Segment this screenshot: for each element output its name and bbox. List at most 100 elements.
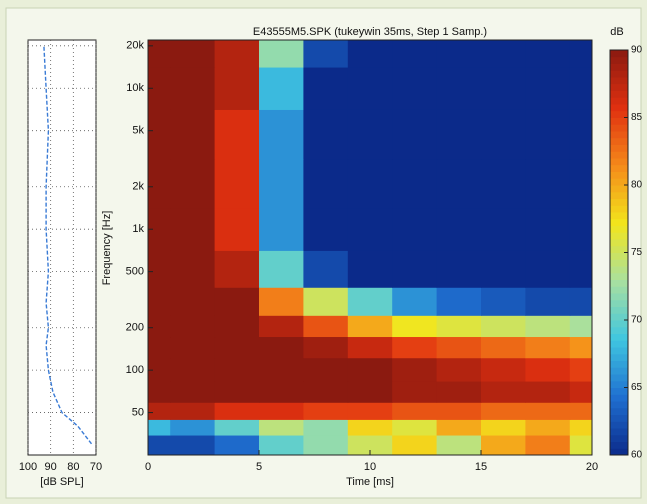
heatmap-cell [347,315,393,338]
heatmap-cell [259,109,304,160]
heatmap-cell [436,435,482,456]
heatmap-cell [569,357,593,382]
colorbar-segment [610,448,628,456]
heatmap-cell [525,67,571,110]
heatmap-cell [170,435,216,456]
heatmap-cell [214,435,260,456]
heatmap-cell [569,109,593,160]
y-tick-label: 20k [126,40,144,52]
heatmap-cell [525,402,571,420]
colorbar-segment [610,333,628,341]
heatmap-cell [170,250,216,288]
colorbar-segment [610,394,628,402]
heatmap-cell [436,287,482,316]
heatmap-cell [347,381,393,403]
heatmap-cell [303,357,349,382]
y-tick-label: 500 [126,266,144,278]
colorbar-segment [610,56,628,64]
y-tick-label: 5k [132,125,144,137]
heatmap-cell [569,287,593,316]
heatmap-cell [303,207,349,251]
colorbar-segment [610,225,628,233]
colorbar-segment [610,131,628,139]
heatmap-cell [259,287,304,316]
colorbar-segment [610,83,628,91]
heatmap-cell [392,287,438,316]
heatmap-cell [259,419,304,436]
colorbar-segment [610,212,628,220]
heatmap-cell [436,336,482,359]
colorbar-segment [610,434,628,442]
heatmap-cell [481,357,526,382]
heatmap-cell [170,207,216,251]
x-tick-label: 90 [45,461,57,473]
colorbar-segment [610,360,628,368]
heatmap-cell [170,109,216,160]
colorbar-segment [610,104,628,112]
colorbar-segment [610,347,628,355]
heatmap-cell [214,67,260,110]
colorbar-segment [610,367,628,375]
heatmap-cell [436,419,482,436]
heatmap-cell [392,40,438,68]
heatmap-cell [170,357,216,382]
heatmap-cell [481,381,526,403]
heatmap-cell [436,40,482,68]
heatmap-cell [525,109,571,160]
colorbar-tick-label: 65 [631,382,643,393]
colorbar-segment [610,97,628,105]
colorbar-tick-label: 90 [631,45,643,56]
heatmap-cell [148,381,171,403]
colorbar-segment [610,151,628,159]
x-tick-label: 70 [90,461,102,473]
x-axis-label: [dB SPL] [40,476,83,488]
x-tick-label: 10 [364,461,376,473]
heatmap-cell [214,158,260,209]
heatmap-cell [481,402,526,420]
heatmap-cell [303,287,349,316]
heatmap-cell [214,207,260,251]
heatmap-cell [481,435,526,456]
heatmap-cell [569,336,593,359]
heatmap-cell [148,250,171,288]
heatmap-cell [259,315,304,338]
heatmap-cell [392,250,438,288]
heatmap-cell [303,315,349,338]
heatmap-cell [436,381,482,403]
heatmap-cell [259,381,304,403]
heatmap-cell [170,40,216,68]
heatmap-cell [303,40,349,68]
colorbar-segment [610,279,628,287]
heatmap-cell [148,287,171,316]
heatmap-cell [525,40,571,68]
colorbar-segment [610,401,628,409]
heatmap-cell [392,109,438,160]
heatmap-cell [569,419,593,436]
colorbar-segment [610,374,628,382]
colorbar-segment [610,110,628,118]
colorbar-segment [610,387,628,395]
colorbar-segment [610,158,628,166]
heatmap-cell [436,158,482,209]
y-tick-label: 100 [126,364,144,376]
colorbar-segment [610,421,628,429]
heatmap-cell [148,435,171,456]
heatmap-cell [214,357,260,382]
heatmap-cell [525,250,571,288]
x-axis-label: Time [ms] [346,476,394,488]
heatmap-cell [347,419,393,436]
colorbar-segment [610,380,628,388]
heatmap-cell [525,207,571,251]
colorbar-segment [610,178,628,186]
heatmap-cell [214,40,260,68]
heatmap-cell [347,207,393,251]
colorbar-segment [610,205,628,213]
heatmap-cell [303,109,349,160]
colorbar-segment [610,299,628,307]
colorbar-segment [610,428,628,436]
response-line [43,45,93,445]
colorbar-segment [610,171,628,179]
colorbar-segment [610,266,628,274]
heatmap-cell [259,336,304,359]
